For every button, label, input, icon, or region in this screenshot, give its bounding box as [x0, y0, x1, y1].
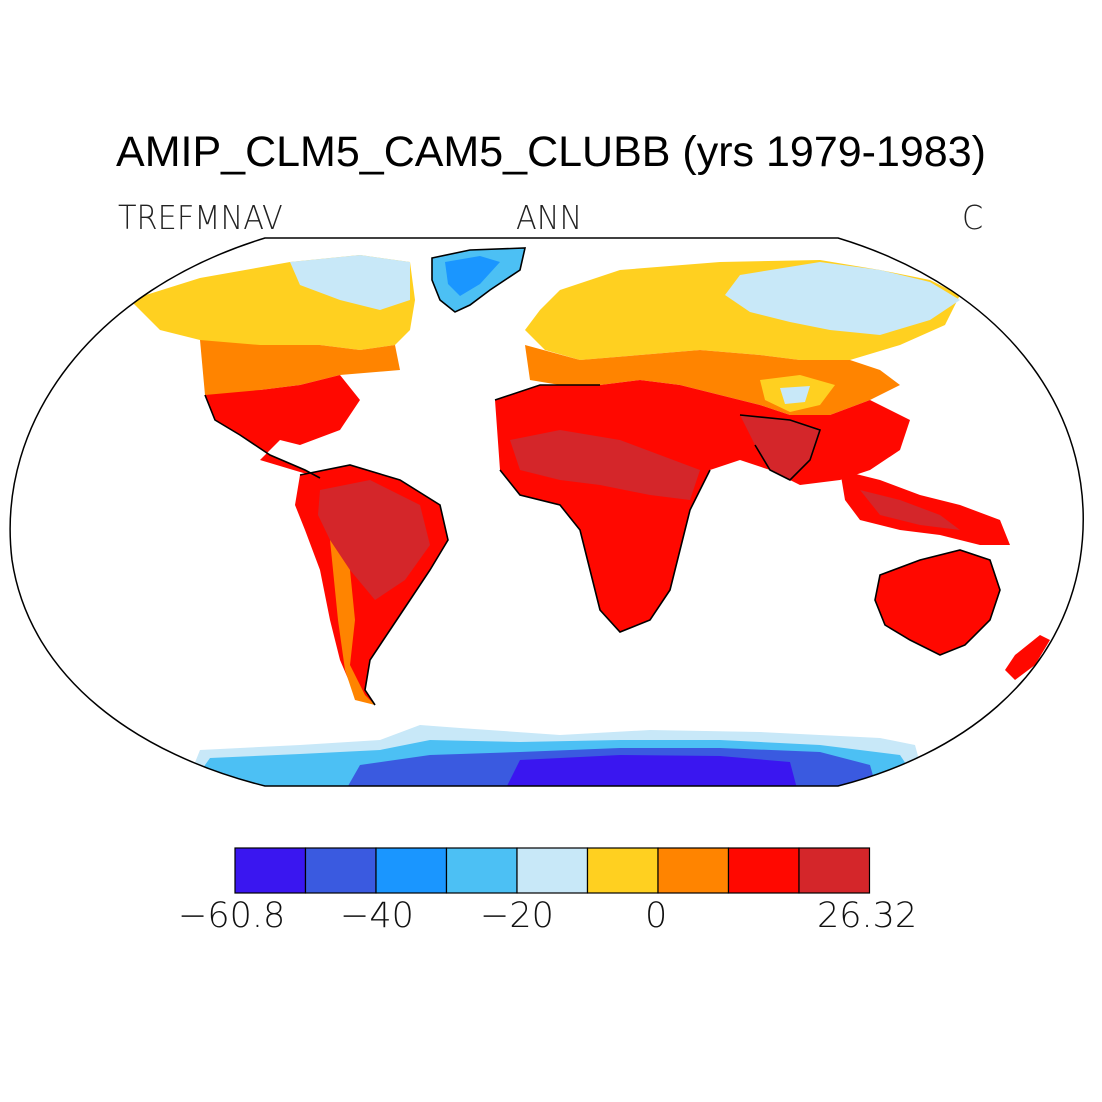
north-america-mid: [200, 340, 400, 400]
north-america-south: [205, 375, 360, 478]
variable-label: TREFMNAV: [118, 198, 283, 237]
colorbar-swatch: [234, 847, 307, 894]
new-zealand: [1005, 635, 1050, 680]
colorbar-label-min: −60.8: [178, 896, 286, 936]
colorbar-label-neg20: −20: [480, 896, 554, 936]
map-title: AMIP_CLM5_CAM5_CLUBB (yrs 1979-1983): [116, 128, 986, 176]
tibet-core: [780, 386, 810, 404]
colorbar-swatch: [304, 847, 377, 894]
australia: [875, 550, 1000, 655]
india: [740, 415, 820, 480]
colorbar-label-neg40: −40: [340, 896, 414, 936]
colorbar-swatch: [727, 847, 800, 894]
colorbar-swatch: [445, 847, 518, 894]
colorbar-swatch: [516, 847, 589, 894]
colorbar-swatch: [375, 847, 448, 894]
indonesia: [840, 470, 1010, 545]
colorbar-swatch: [798, 847, 871, 894]
units-label: C: [962, 198, 984, 237]
colorbar-swatch: [586, 847, 659, 894]
south-america-interior: [318, 480, 430, 600]
indonesia-core: [860, 490, 960, 530]
greenland-interior: [445, 256, 500, 296]
colorbar: [234, 847, 871, 894]
sahara-interior: [510, 430, 700, 500]
colorbar-label-max: 26.32: [817, 896, 918, 936]
coastlines: [204, 247, 1001, 706]
globe-outline: [9, 237, 1084, 787]
antarctica-interior: [500, 755, 800, 786]
siberia: [725, 262, 960, 335]
south-america-andes: [330, 540, 375, 705]
colorbar-label-zero: 0: [645, 896, 668, 936]
temperature-field: [130, 248, 1050, 786]
africa-mideast: [495, 380, 910, 632]
colorbar-swatch: [657, 847, 730, 894]
season-label: ANN: [516, 198, 583, 237]
north-america-arctic: [290, 255, 410, 310]
